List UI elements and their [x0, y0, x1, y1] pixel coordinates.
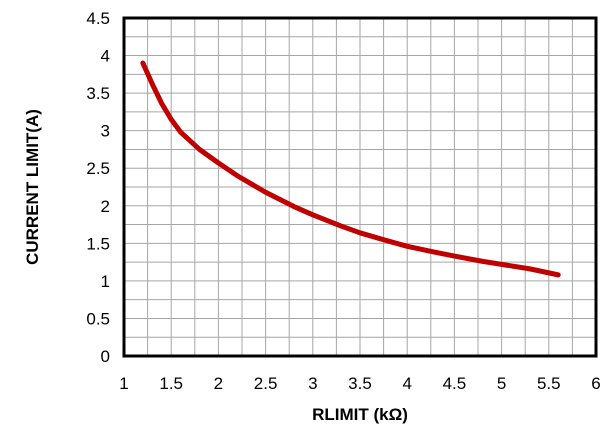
x-tick-label: 2 — [214, 374, 223, 393]
grid — [123, 17, 597, 357]
y-tick-label: 4 — [101, 47, 110, 66]
y-tick-label: 0.5 — [86, 309, 110, 328]
x-tick-label: 5.5 — [537, 374, 561, 393]
x-tick-label: 1 — [119, 374, 128, 393]
series-layer — [140, 60, 561, 278]
x-tick-label: 1.5 — [159, 374, 183, 393]
y-tick-label: 3 — [101, 122, 110, 141]
plot-area-frame — [122, 16, 598, 358]
x-tick-label: 4.5 — [443, 374, 467, 393]
x-tick-label: 6 — [591, 374, 600, 393]
y-axis-ticks: 0 0.5 1 1.5 2 2.5 3 3.5 4 4.5 — [86, 9, 110, 366]
x-tick-label: 3 — [308, 374, 317, 393]
y-tick-label: 2 — [101, 197, 110, 216]
y-tick-label: 3.5 — [86, 84, 110, 103]
y-tick-label: 4.5 — [86, 9, 110, 28]
x-tick-label: 2.5 — [254, 374, 278, 393]
x-tick-label: 4 — [402, 374, 411, 393]
y-tick-label: 1.5 — [86, 234, 110, 253]
y-tick-label: 2.5 — [86, 159, 110, 178]
y-axis-title: CURRENT LIMIT(A) — [23, 109, 42, 265]
series-line-0 — [140, 60, 561, 278]
x-tick-label: 3.5 — [348, 374, 372, 393]
x-axis-title: RLIMIT (kΩ) — [312, 405, 408, 424]
x-tick-label: 5 — [497, 374, 506, 393]
x-axis-ticks: 1 1.5 2 2.5 3 3.5 4 4.5 5 5.5 6 — [119, 374, 600, 393]
y-tick-label: 0 — [101, 347, 110, 366]
y-tick-label: 1 — [101, 272, 110, 291]
